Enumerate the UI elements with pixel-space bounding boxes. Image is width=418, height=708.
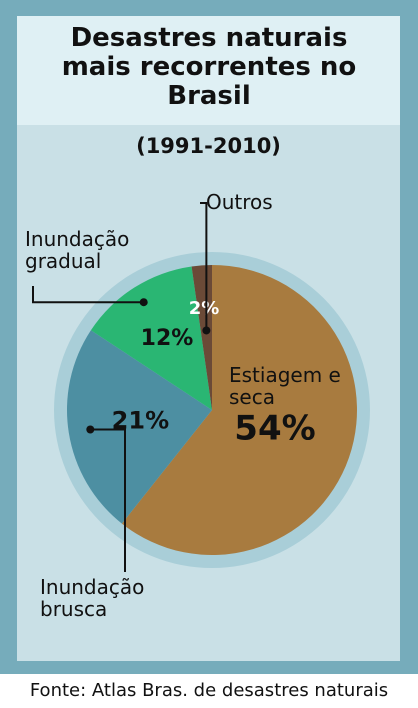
slice-label: Outros [206, 190, 273, 214]
slice-label: Inundação brusca [40, 575, 145, 621]
value-label: 12% [141, 326, 194, 351]
slice-label: Estiagem e seca [229, 363, 341, 409]
chart-subtitle: (1991-2010) [136, 134, 281, 158]
pie-slice [121, 265, 358, 555]
slice-label: Inundação gradual [25, 227, 130, 273]
chart: 54%21%12%2% [32, 202, 370, 572]
leader-dot [86, 425, 95, 434]
leader-line [32, 286, 144, 304]
source: Fonte: Atlas Bras. de desastres naturais [29, 680, 389, 701]
leader-line [200, 202, 208, 331]
title-box [17, 16, 400, 125]
value-label: 2% [189, 298, 220, 319]
leader-line [90, 428, 126, 572]
chart-title: Desastres naturais mais recorrentes no B… [61, 23, 357, 111]
leader-dot [139, 298, 148, 307]
leader-dot [202, 326, 211, 335]
pie-slice [67, 330, 213, 524]
value-label: 54% [234, 409, 315, 449]
